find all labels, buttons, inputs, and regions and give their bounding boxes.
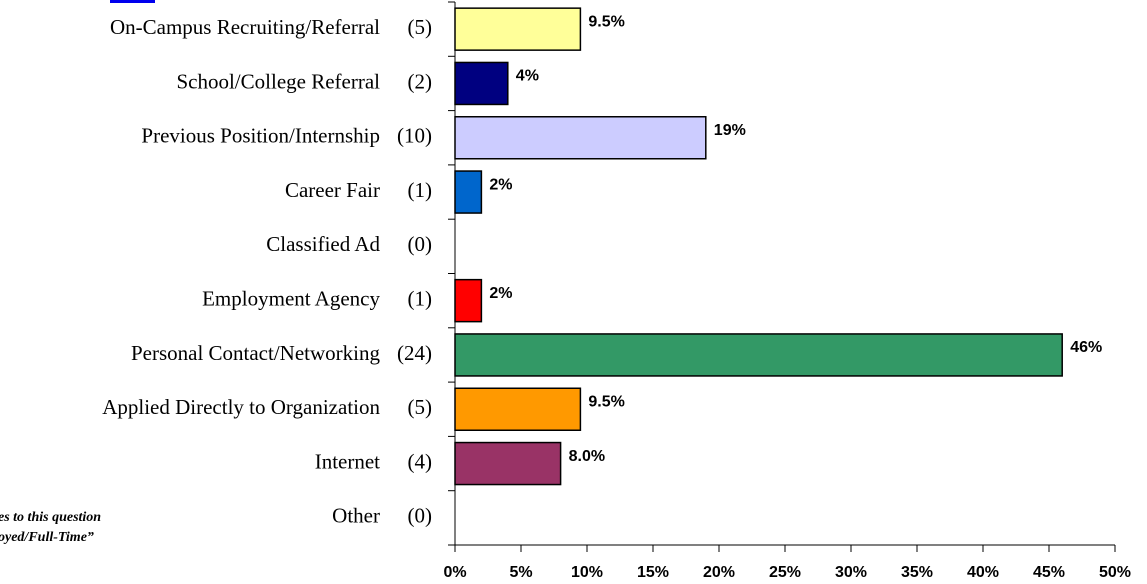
count-label: (1) xyxy=(408,286,433,310)
link-underline xyxy=(110,0,155,3)
x-tick-label: 35% xyxy=(901,564,933,581)
x-tick-label: 10% xyxy=(571,564,603,581)
annotation: es to this question xyxy=(0,510,101,525)
category-label: Other xyxy=(332,504,380,528)
count-label: (2) xyxy=(408,69,433,93)
x-tick-label: 30% xyxy=(835,564,867,581)
bar xyxy=(454,61,509,106)
x-tick-label: 15% xyxy=(637,564,669,581)
category-label: Previous Position/Internship xyxy=(141,124,380,148)
count-label: (10) xyxy=(397,124,432,148)
category-label: On-Campus Recruiting/Referral xyxy=(110,15,380,39)
count-label: (5) xyxy=(408,395,433,419)
category-label: Career Fair xyxy=(285,178,380,202)
value-label: 8.0% xyxy=(569,448,605,465)
count-label: (1) xyxy=(408,178,433,202)
x-tick-label: 50% xyxy=(1099,564,1131,581)
x-tick-label: 40% xyxy=(967,564,999,581)
bar xyxy=(454,116,707,160)
count-label: (5) xyxy=(408,15,433,39)
count-label: (0) xyxy=(408,232,433,256)
value-label: 4% xyxy=(516,68,539,85)
bar xyxy=(454,170,483,214)
bar xyxy=(454,387,582,431)
x-tick-label: 0% xyxy=(443,564,466,581)
category-label: Personal Contact/Networking xyxy=(131,341,381,365)
annotation: oyed/Full-Time” xyxy=(0,530,94,545)
bar xyxy=(454,278,483,323)
bar xyxy=(454,441,562,486)
category-label: Classified Ad xyxy=(266,232,380,256)
x-tick-label: 25% xyxy=(769,564,801,581)
category-label: Employment Agency xyxy=(202,286,380,310)
value-label: 9.5% xyxy=(588,393,624,410)
category-label: Applied Directly to Organization xyxy=(102,395,380,419)
value-label: 46% xyxy=(1070,339,1102,356)
value-label: 2% xyxy=(489,285,512,302)
category-label: Internet xyxy=(315,449,380,473)
bar xyxy=(454,333,1063,377)
value-label: 9.5% xyxy=(588,13,624,30)
category-label: School/College Referral xyxy=(176,69,380,93)
bar xyxy=(454,7,582,51)
value-label: 19% xyxy=(714,122,746,139)
count-label: (4) xyxy=(408,449,433,473)
count-label: (0) xyxy=(408,504,433,528)
value-label: 2% xyxy=(489,176,512,193)
x-tick-label: 5% xyxy=(509,564,532,581)
count-label: (24) xyxy=(397,341,432,365)
x-tick-label: 20% xyxy=(703,564,735,581)
x-tick-label: 45% xyxy=(1033,564,1065,581)
